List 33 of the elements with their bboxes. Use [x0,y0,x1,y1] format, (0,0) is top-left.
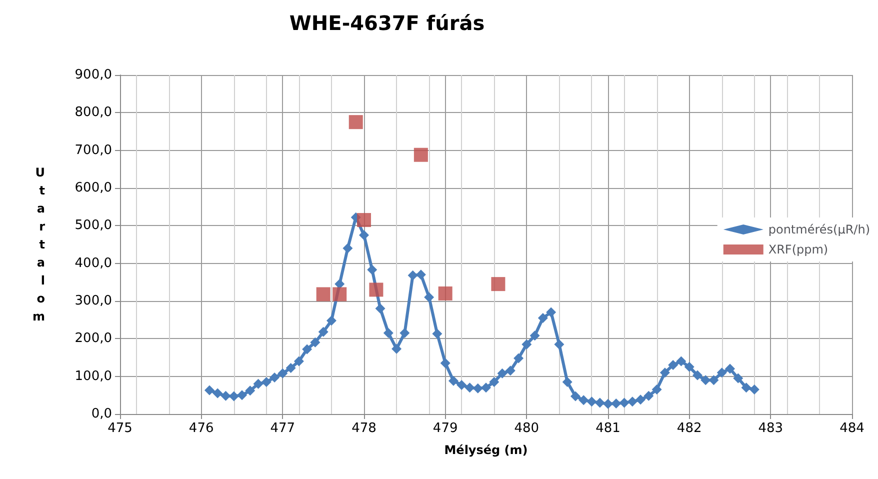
point [369,282,384,297]
y-tick-label: 700,0 [74,142,112,158]
point [357,213,371,228]
y-tick-label: 200,0 [74,331,112,346]
x-tick-label: 480 [514,421,540,436]
point [332,287,347,302]
y-tick-label: 400,0 [74,256,112,271]
point [316,287,330,302]
point [414,148,428,162]
x-tick-label: 475 [108,421,132,436]
legend-label: pontmérés(μR/h) [768,222,870,236]
y-tick-label: 900,0 [74,68,112,82]
y-tick-label: 500,0 [74,218,112,234]
y-tick-label: 100,0 [74,368,112,384]
y-tick-label: 600,0 [74,180,112,196]
point [348,115,363,130]
legend-label: XRF(ppm) [768,242,828,256]
text: U tartalom [32,166,45,324]
x-tick-label: 478 [352,421,376,436]
y-tick-label: 0,0 [91,406,112,422]
x-tick-label: 481 [596,421,620,436]
y-tick-label: 800,0 [74,105,112,120]
chart-title: WHE-4637F fúrás [289,11,485,35]
x-tick-label: 477 [270,421,296,436]
x-tick-label: 482 [676,421,702,436]
x-tick-label: 479 [432,421,458,436]
x-tick-label: 484 [840,421,864,436]
x-axis-title: Mélység (m) [444,443,528,457]
y-tick-label: 300,0 [74,294,112,308]
point [491,277,506,292]
x-tick-label: 483 [758,421,784,436]
x-tick-label: 476 [188,421,214,436]
point [438,286,452,300]
